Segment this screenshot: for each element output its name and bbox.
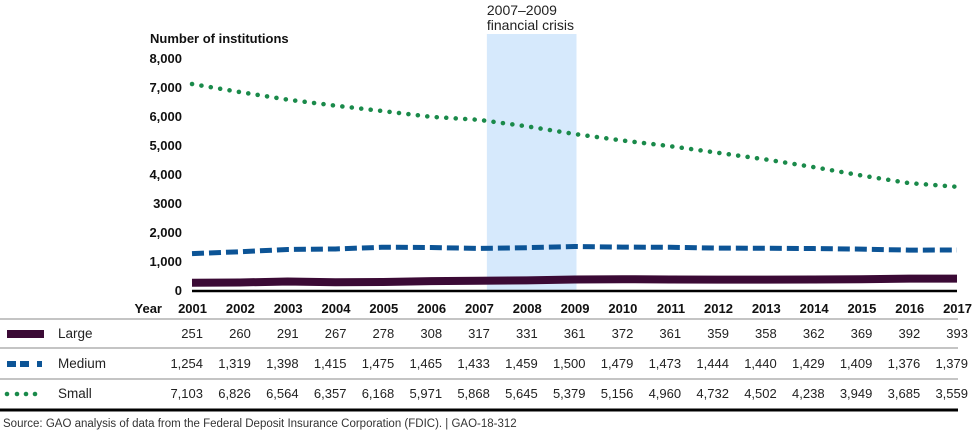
y-tick-label: 7,000 [149, 80, 182, 95]
table-cell: 1,409 [840, 356, 873, 371]
table-cell: 4,238 [792, 386, 825, 401]
x-tick-label: 2017 [943, 301, 972, 316]
series-line-medium [191, 243, 958, 257]
source-note: Source: GAO analysis of data from the Fe… [3, 418, 517, 430]
table-cell: 267 [325, 326, 347, 341]
table-cell: 392 [898, 326, 920, 341]
table-cell: 278 [373, 326, 395, 341]
crisis-annotation-line2: financial crisis [487, 17, 574, 33]
table-cell: 291 [277, 326, 299, 341]
table-cell: 393 [946, 326, 968, 341]
table-cell: 4,732 [696, 386, 729, 401]
table-cell: 359 [707, 326, 729, 341]
table-cell: 362 [803, 326, 825, 341]
table-cell: 1,479 [601, 356, 634, 371]
table-cell: 1,465 [410, 356, 443, 371]
y-axis-title: Number of institutions [150, 31, 289, 46]
legend-label: Medium [58, 356, 106, 371]
legend-swatch-solid [7, 330, 44, 338]
x-tick-label: 2004 [322, 301, 352, 316]
x-tick-label: 2012 [704, 301, 733, 316]
table-row-large: Large 251 260 291 267 278 308 317 331 361 372 361 35… [7, 326, 968, 341]
table-row-medium: Medium 1,254 1,319 1,398 1,415 1,475 1,465 1,43… [7, 356, 968, 371]
table-cell: 3,559 [935, 386, 968, 401]
y-tick-label: 3000 [153, 196, 182, 211]
table-cell: 3,949 [840, 386, 873, 401]
series-line-large [191, 274, 958, 287]
table-cell: 358 [755, 326, 777, 341]
y-tick-label: 2,000 [149, 225, 182, 240]
table-cell: 1,475 [362, 356, 395, 371]
table-cell: 6,168 [362, 386, 395, 401]
y-tick-label: 1,000 [149, 254, 182, 269]
legend-swatch-dotted [4, 391, 38, 397]
table-cell: 1,398 [266, 356, 299, 371]
y-axis: 0 1,000 2,000 3000 4,000 5,000 6,000 7,000 8,000 [149, 51, 182, 298]
table-cell: 5,379 [553, 386, 586, 401]
table-cell: 260 [229, 326, 251, 341]
table-cell: 1,254 [170, 356, 203, 371]
legend-swatch-dashed [7, 361, 42, 367]
year-header: Year [135, 301, 162, 316]
x-tick-label: 2016 [895, 301, 924, 316]
table-cell: 1,433 [457, 356, 490, 371]
y-tick-label: 4,000 [149, 167, 182, 182]
x-tick-label: 2013 [752, 301, 781, 316]
table-cell: 1,444 [696, 356, 729, 371]
table-cell: 372 [612, 326, 634, 341]
x-axis-years: 2001 2002 2003 2004 2005 2006 2007 2008 2009 2010… [178, 301, 972, 316]
table-cell: 1,376 [888, 356, 921, 371]
table-cell: 7,103 [170, 386, 203, 401]
y-tick-label: 6,000 [149, 109, 182, 124]
table-cell: 251 [181, 326, 203, 341]
table-cell: 5,645 [505, 386, 538, 401]
x-tick-label: 2014 [800, 301, 830, 316]
x-tick-label: 2008 [513, 301, 542, 316]
table-cell: 1,459 [505, 356, 538, 371]
table-cell: 1,429 [792, 356, 825, 371]
table-cell: 361 [659, 326, 681, 341]
x-tick-label: 2002 [226, 301, 255, 316]
table-cell: 369 [851, 326, 873, 341]
table-cell: 5,971 [410, 386, 443, 401]
table-cell: 1,473 [649, 356, 682, 371]
x-tick-label: 2005 [369, 301, 398, 316]
table-cell: 4,960 [649, 386, 682, 401]
table-cell: 5,156 [601, 386, 634, 401]
x-tick-label: 2015 [847, 301, 876, 316]
x-tick-label: 2003 [274, 301, 303, 316]
table-cell: 4,502 [744, 386, 777, 401]
crisis-band [486, 34, 577, 291]
x-tick-label: 2011 [657, 301, 685, 316]
x-tick-label: 2001 [178, 301, 207, 316]
legend-label: Large [58, 326, 93, 341]
table-cell: 6,357 [314, 386, 347, 401]
x-tick-label: 2010 [608, 301, 637, 316]
legend-label: Small [58, 386, 92, 401]
table-row-small: Small 7,103 6,826 6,564 6,357 6,168 5,971 5,868… [4, 386, 968, 401]
table-cell: 6,564 [266, 386, 299, 401]
table-cell: 317 [468, 326, 490, 341]
crisis-annotation-line1: 2007–2009 [487, 2, 557, 18]
table-cell: 1,415 [314, 356, 347, 371]
table-cell: 1,319 [218, 356, 251, 371]
table-cell: 361 [564, 326, 586, 341]
table-cell: 6,826 [218, 386, 251, 401]
table-cell: 1,500 [553, 356, 586, 371]
x-tick-label: 2006 [417, 301, 446, 316]
table-cell: 5,868 [457, 386, 490, 401]
data-table: Large 251 260 291 267 278 308 317 331 361 372 361 35… [0, 318, 968, 412]
table-cell: 331 [516, 326, 538, 341]
x-tick-label: 2007 [465, 301, 494, 316]
y-tick-label: 8,000 [149, 51, 182, 66]
table-cell: 308 [420, 326, 442, 341]
y-tick-label: 0 [175, 283, 182, 298]
x-tick-label: 2009 [561, 301, 590, 316]
series-lines [189, 81, 960, 287]
table-cell: 1,379 [935, 356, 968, 371]
y-tick-label: 5,000 [149, 138, 182, 153]
table-cell: 3,685 [888, 386, 921, 401]
table-cell: 1,440 [744, 356, 777, 371]
